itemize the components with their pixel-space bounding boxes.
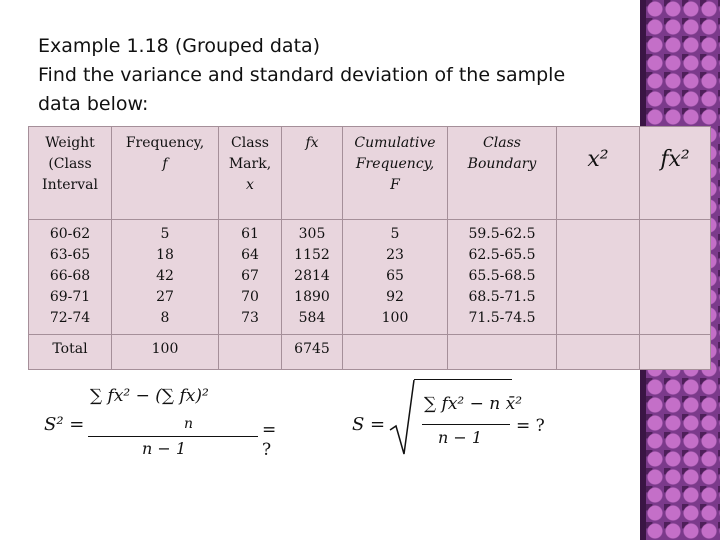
- cell-frequencies: 5 18 42 27 8: [111, 219, 219, 335]
- cell-cumulative: 5 23 65 92 100: [342, 219, 448, 335]
- cell-fx-squared-empty: [639, 219, 711, 335]
- cell-total-frequency: 100: [111, 334, 219, 370]
- header-fx: fx: [281, 126, 343, 220]
- header-class-boundary: Class Boundary: [447, 126, 557, 220]
- std-fraction-bar: [422, 424, 510, 425]
- std-denominator: n − 1: [438, 428, 483, 447]
- cell-total-empty-4: [556, 334, 640, 370]
- cell-total-empty-2: [342, 334, 448, 370]
- header-cumulative: Cumulative Frequency, F: [342, 126, 448, 220]
- std-numerator: ∑ fx² − n x̄²: [424, 394, 523, 414]
- cell-total-fx: 6745: [281, 334, 343, 370]
- variance-denominator: n − 1: [142, 439, 187, 458]
- sqrt-overline: [414, 379, 512, 380]
- cell-total-empty-1: [218, 334, 282, 370]
- title-line-3: data below:: [38, 93, 149, 115]
- title-line-1: Example 1.18 (Grouped data): [38, 35, 321, 57]
- table-header-row: Weight (Class Interval Frequency, f Clas…: [28, 126, 711, 220]
- slide-title: Example 1.18 (Grouped data) Find the var…: [38, 32, 628, 119]
- std-lhs: S =: [352, 414, 386, 435]
- variance-lhs: S² =: [44, 414, 85, 435]
- variance-numerator: ∑ fx² − (∑ fx)²: [90, 386, 209, 406]
- decorative-pattern-strip: [646, 0, 720, 540]
- cell-boundaries: 59.5-62.5 62.5-65.5 65.5-68.5 68.5-71.5 …: [447, 219, 557, 335]
- variance-fraction-bar: [88, 436, 258, 437]
- cell-total-empty-3: [447, 334, 557, 370]
- cell-intervals: 60-62 63-65 66-68 69-71 72-74: [28, 219, 112, 335]
- table-total-row: Total 100 6745: [28, 334, 711, 370]
- grouped-data-table: Weight (Class Interval Frequency, f Clas…: [28, 126, 711, 370]
- header-weight: Weight (Class Interval: [28, 126, 112, 220]
- title-line-2: Find the variance and standard deviation…: [38, 64, 566, 86]
- standard-deviation-formula: S = ∑ fx² − n x̄² n − 1 = ?: [352, 378, 552, 460]
- cell-class-marks: 61 64 67 70 73: [218, 219, 282, 335]
- square-root-sign: [389, 379, 415, 455]
- header-x-squared: x²: [556, 126, 640, 220]
- header-frequency: Frequency, f: [111, 126, 219, 220]
- header-fx-squared: fx²: [639, 126, 711, 220]
- cell-fx-values: 305 1152 2814 1890 584: [281, 219, 343, 335]
- variance-rhs: = ?: [262, 420, 277, 460]
- table-data-row: 60-62 63-65 66-68 69-71 72-74 5 18 42 27…: [28, 219, 711, 335]
- header-class-mark: Class Mark, x: [218, 126, 282, 220]
- variance-formula: S² = ∑ fx² − (∑ fx)² n n − 1 = ?: [44, 380, 277, 460]
- cell-total-label: Total: [28, 334, 112, 370]
- cell-total-empty-5: [639, 334, 711, 370]
- cell-x-squared-empty: [556, 219, 640, 335]
- variance-inner-denominator: n: [184, 416, 194, 432]
- std-rhs: = ?: [516, 416, 545, 436]
